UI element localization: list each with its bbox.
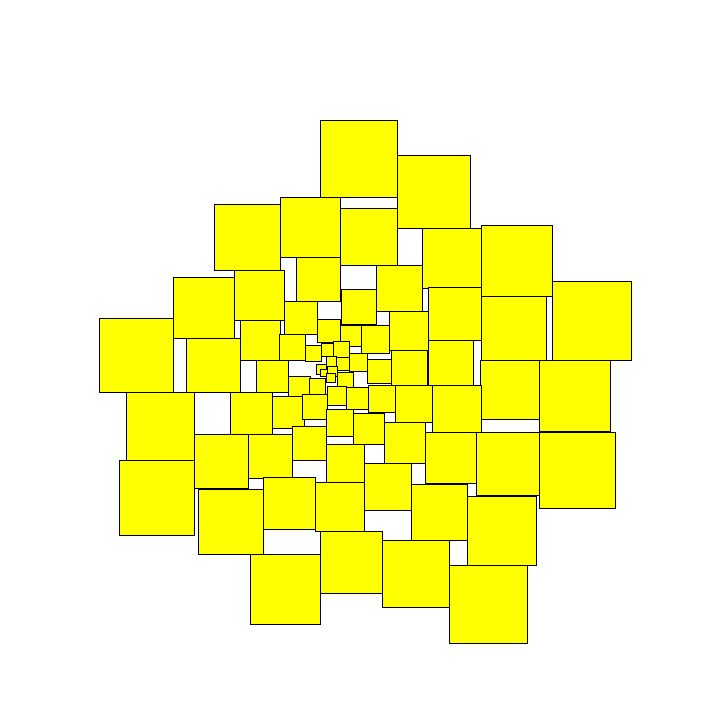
yellow-square xyxy=(428,340,474,386)
yellow-square xyxy=(320,120,398,198)
yellow-square xyxy=(194,434,249,489)
yellow-square xyxy=(263,477,316,530)
yellow-square xyxy=(449,565,528,644)
yellow-square xyxy=(250,554,321,625)
yellow-square xyxy=(349,353,368,372)
yellow-square xyxy=(340,208,398,266)
yellow-square xyxy=(309,378,326,395)
yellow-square xyxy=(327,386,347,406)
yellow-square xyxy=(341,289,377,325)
yellow-square xyxy=(384,422,426,464)
yellow-square xyxy=(272,396,305,429)
yellow-square xyxy=(422,228,483,289)
yellow-square xyxy=(397,155,471,229)
yellow-square xyxy=(481,296,547,362)
yellow-square xyxy=(364,463,412,511)
yellow-square xyxy=(320,531,383,594)
yellow-square xyxy=(280,197,341,258)
yellow-square xyxy=(326,409,354,437)
yellow-square xyxy=(336,357,350,371)
yellow-square xyxy=(395,385,433,423)
yellow-square xyxy=(552,281,632,361)
yellow-square xyxy=(411,484,468,541)
yellow-square xyxy=(480,360,540,420)
yellow-square xyxy=(346,387,369,410)
yellow-square xyxy=(292,426,327,461)
yellow-square xyxy=(428,287,482,341)
yellow-square xyxy=(425,432,477,484)
yellow-square xyxy=(173,277,235,339)
yellow-square xyxy=(353,413,385,445)
yellow-square xyxy=(248,434,293,479)
yellow-square xyxy=(432,385,482,435)
yellow-square xyxy=(368,385,396,413)
yellow-square xyxy=(389,311,429,351)
yellow-square xyxy=(326,373,336,383)
yellow-square xyxy=(302,394,328,420)
yellow-square xyxy=(376,265,423,312)
yellow-square xyxy=(539,360,611,432)
yellow-square xyxy=(99,318,174,393)
yellow-square xyxy=(296,257,341,302)
yellow-square xyxy=(481,225,553,297)
yellow-square xyxy=(256,360,289,393)
yellow-square xyxy=(284,301,318,335)
yellow-square xyxy=(214,204,281,271)
yellow-square xyxy=(476,432,540,496)
yellow-square xyxy=(333,341,350,358)
yellow-square xyxy=(240,320,281,361)
yellow-square xyxy=(361,325,390,354)
yellow-square xyxy=(467,496,537,566)
yellow-square xyxy=(317,319,341,343)
yellow-square xyxy=(326,356,337,367)
yellow-square xyxy=(539,432,616,509)
yellow-square xyxy=(321,343,335,357)
yellow-square xyxy=(279,334,306,361)
yellow-square xyxy=(230,392,273,435)
yellow-square xyxy=(186,338,241,393)
yellow-square xyxy=(126,392,195,461)
yellow-square xyxy=(326,444,365,483)
yellow-square xyxy=(198,489,264,555)
yellow-square xyxy=(367,359,392,384)
yellow-square xyxy=(382,540,450,608)
yellow-square xyxy=(391,350,428,387)
yellow-square xyxy=(234,270,285,321)
square-group xyxy=(99,120,632,644)
yellow-square xyxy=(315,482,365,532)
yellow-square xyxy=(119,460,195,536)
yellow-square xyxy=(305,345,322,362)
